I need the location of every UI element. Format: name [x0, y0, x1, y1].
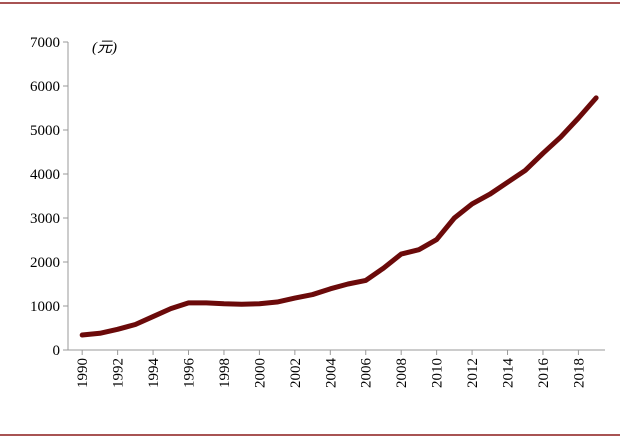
x-tick-label: 1998 [217, 358, 233, 388]
x-tick-label: 2000 [252, 358, 268, 388]
y-tick-label: 3000 [30, 211, 60, 227]
y-tick-label: 6000 [30, 79, 60, 95]
x-tick-label: 1990 [75, 358, 91, 388]
y-tick-label: 0 [53, 343, 61, 359]
x-tick-label: 2012 [465, 358, 481, 388]
unit-annotation: (元) [92, 40, 117, 56]
x-tick-label: 2002 [288, 358, 304, 388]
x-tick-label: 2014 [501, 358, 517, 389]
x-tick-label: 1992 [111, 358, 127, 388]
y-tick-label: 1000 [30, 299, 60, 315]
x-tick-label: 2004 [323, 358, 339, 389]
x-tick-label: 2016 [536, 358, 552, 389]
y-tick-label: 4000 [30, 167, 60, 183]
y-tick-label: 2000 [30, 255, 60, 271]
x-tick-label: 1996 [182, 358, 198, 389]
data-line [79, 95, 599, 338]
x-tick-label: 1994 [146, 358, 162, 389]
y-tick-label: 5000 [30, 123, 60, 139]
x-tick-label: 2006 [359, 358, 375, 389]
x-tick-label: 2010 [430, 358, 446, 388]
x-tick-label: 2008 [394, 358, 410, 388]
y-tick-label: 7000 [30, 35, 60, 51]
x-tick-label: 2018 [571, 358, 587, 388]
